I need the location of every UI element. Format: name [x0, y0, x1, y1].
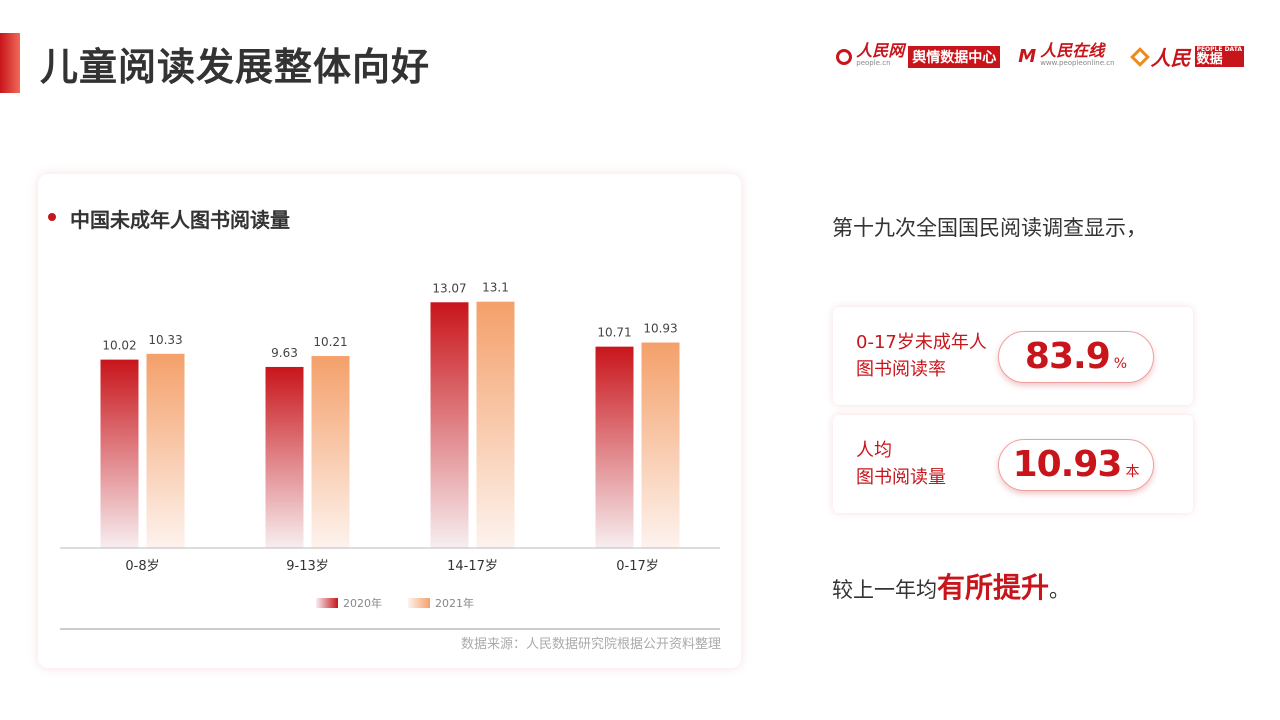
chart-card: 10.02 10.33 0-8岁 9.63 10.21 9-13岁 13.07 13.1 14-…	[38, 174, 741, 668]
reading-rate-unit: %	[1113, 356, 1128, 372]
people-cn-logo: 人民网 people.cn 舆情数据中心	[836, 40, 1001, 69]
title-accent-bar	[0, 33, 20, 93]
reading-rate-pill: 83.9 %	[998, 331, 1154, 383]
page-title: 儿童阅读发展整体向好	[40, 45, 431, 89]
category-label: 14-17岁	[447, 559, 498, 574]
logo-group: 人民网 people.cn 舆情数据中心 M 人民在线 www.peopleon…	[836, 42, 1244, 71]
bar-2020年-9-13岁	[265, 366, 304, 548]
books-per-capita-pill: 10.93 本	[998, 439, 1154, 491]
people-data-logo-name: 人民	[1150, 46, 1191, 70]
legend-swatch	[408, 598, 430, 608]
bar-chart: 10.02 10.33 0-8岁 9.63 10.21 9-13岁 13.07 13.1 14-…	[60, 281, 720, 630]
people-data-logo-box-text: 数据	[1196, 52, 1223, 67]
legend-label: 2020年	[343, 596, 382, 610]
books-per-capita-value: 10.93	[1012, 444, 1123, 485]
people-data-logo-tiny: PEOPLE DATA	[1196, 46, 1242, 53]
books-per-capita-label-line1: 人均	[856, 440, 892, 461]
people-online-logo: M 人民在线 www.peopleonline.cn	[1018, 40, 1115, 69]
reading-rate-label-line1: 0-17岁未成年人	[856, 332, 987, 353]
people-cn-logo-name: 人民网	[856, 40, 905, 60]
value-label: 13.07	[432, 281, 466, 295]
chart-title: 中国未成年人图书阅读量	[70, 208, 290, 232]
books-per-capita-unit: 本	[1125, 464, 1140, 480]
conclusion-prefix: 较上一年均	[832, 578, 937, 602]
category-label: 0-8岁	[125, 559, 159, 574]
value-label: 10.71	[597, 326, 631, 340]
people-cn-logo-box: 舆情数据中心	[908, 45, 1001, 68]
books-per-capita-label-line2: 图书阅读量	[856, 467, 946, 488]
chart-title-bullet-icon	[48, 213, 56, 221]
books-per-capita-label: 人均 图书阅读量	[856, 437, 946, 491]
bar-2021年-0-17岁	[641, 342, 680, 548]
books-per-capita-card: 人均 图书阅读量 10.93 本	[833, 415, 1193, 513]
value-label: 10.02	[102, 339, 136, 353]
value-label: 10.21	[313, 335, 347, 349]
bar-2020年-0-17岁	[595, 346, 634, 548]
survey-intro: 第十九次全国国民阅读调查显示，	[832, 216, 1147, 240]
category-label: 9-13岁	[286, 559, 329, 574]
chart-source: 数据来源：人民数据研究院根据公开资料整理	[460, 637, 721, 652]
value-label: 9.63	[271, 346, 298, 360]
legend-swatch	[316, 598, 338, 608]
reading-rate-card: 0-17岁未成年人 图书阅读率 83.9 %	[833, 307, 1193, 405]
conclusion-suffix: 。	[1049, 578, 1071, 602]
bar-2021年-0-8岁	[146, 353, 185, 548]
bar-2020年-14-17岁	[430, 302, 469, 548]
people-data-mark-icon	[1129, 46, 1150, 67]
reading-rate-label-line2: 图书阅读率	[856, 359, 946, 380]
people-online-logo-name: 人民在线	[1040, 40, 1105, 60]
bar-2021年-14-17岁	[476, 301, 515, 548]
people-online-logo-sub: www.peopleonline.cn	[1040, 58, 1115, 67]
people-data-logo-box: PEOPLE DATA 数据	[1194, 46, 1244, 67]
people-cn-logo-sub: people.cn	[856, 58, 891, 67]
bar-2021年-9-13岁	[311, 356, 350, 548]
conclusion: 较上一年均有所提升。	[832, 566, 1070, 606]
category-label: 0-17岁	[616, 559, 659, 574]
legend-label: 2021年	[435, 596, 474, 610]
people-online-mark-icon: M	[1018, 46, 1037, 67]
reading-rate-value: 83.9	[1024, 336, 1111, 377]
people-data-logo: 人民 PEOPLE DATA 数据	[1129, 42, 1244, 71]
people-cn-mark-icon	[836, 48, 853, 65]
value-label: 10.33	[148, 333, 182, 347]
value-label: 13.1	[482, 281, 509, 295]
bar-2020年-0-8岁	[100, 359, 139, 548]
value-label: 10.93	[643, 322, 677, 336]
reading-rate-label: 0-17岁未成年人 图书阅读率	[856, 329, 987, 383]
conclusion-emphasis: 有所提升	[937, 571, 1050, 604]
